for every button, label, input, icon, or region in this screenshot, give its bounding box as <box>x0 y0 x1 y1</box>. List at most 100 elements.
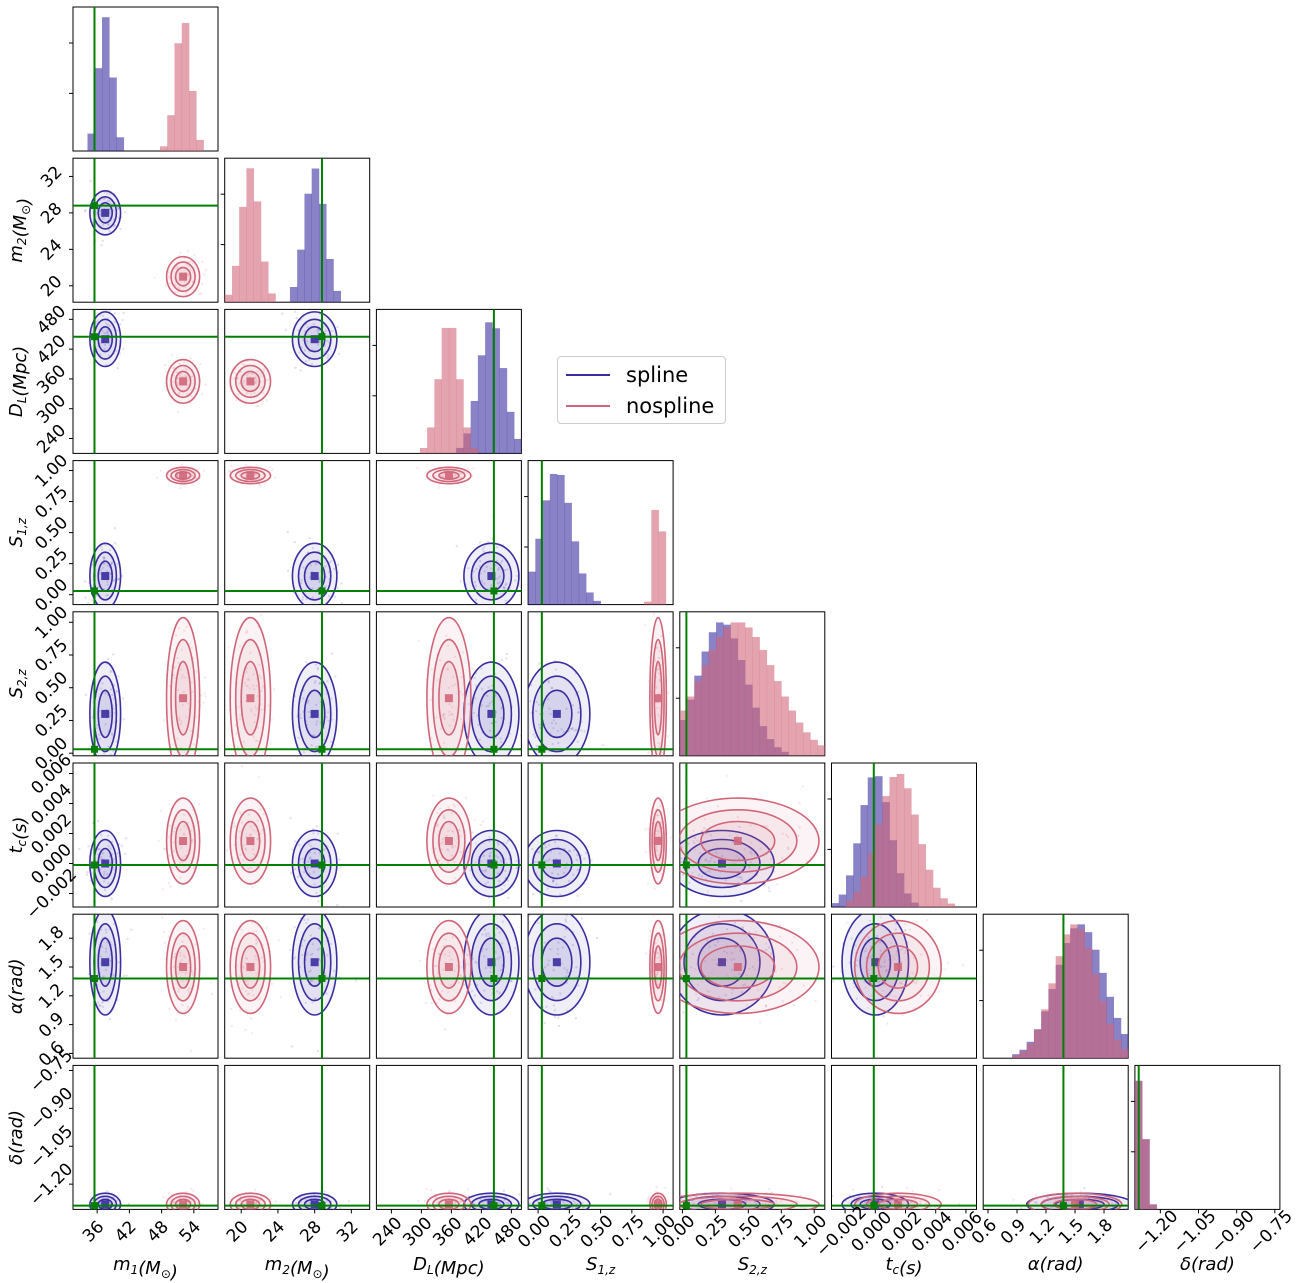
hist-bar-nospline <box>1142 1139 1150 1210</box>
scatter-point-spline <box>322 885 326 888</box>
scatter-point-nospline <box>277 939 281 942</box>
scatter-point-spline <box>576 740 579 743</box>
scatter-point-nospline <box>246 678 250 681</box>
scatter-point-nospline <box>267 756 269 758</box>
scatter-point-spline <box>98 737 101 741</box>
scatter-point-spline <box>490 1210 492 1212</box>
scatter-point-nospline <box>238 717 242 721</box>
hist-bar-nospline <box>231 265 240 303</box>
density-peak-nospline <box>179 272 188 281</box>
scatter-point-spline <box>117 206 120 210</box>
scatter-point-nospline <box>240 765 244 768</box>
y-tick-label: 480 <box>33 301 70 338</box>
scatter-point-nospline <box>258 1213 260 1215</box>
scatter-point-spline <box>101 329 104 332</box>
scatter-point-spline <box>97 819 100 823</box>
scatter-point-nospline <box>755 1211 757 1213</box>
scatter-point-nospline <box>901 1013 904 1017</box>
scatter-point-nospline <box>251 372 254 376</box>
hist-bar-nospline <box>1048 983 1056 1059</box>
scatter-point-nospline <box>176 411 180 414</box>
scatter-point-spline <box>130 928 133 931</box>
scatter-point-spline <box>573 848 576 852</box>
scatter-point-nospline <box>191 690 194 693</box>
scatter-point-nospline <box>202 273 206 276</box>
scatter-point-nospline <box>944 968 947 971</box>
scatter-point-spline <box>528 877 529 879</box>
panel-frame <box>375 762 522 908</box>
scatter-point-nospline <box>183 825 186 828</box>
truth-marker <box>490 745 498 753</box>
scatter-point-nospline <box>1083 1211 1085 1213</box>
x-tick-label: 28 <box>296 1217 325 1246</box>
scatter-point-spline <box>475 684 478 687</box>
scatter-point-nospline <box>425 1187 429 1191</box>
scatter-point-nospline <box>725 774 729 777</box>
scatter-point-spline <box>329 740 333 744</box>
scatter-point-spline <box>595 936 599 940</box>
scatter-point-nospline <box>182 813 186 816</box>
scatter-point-nospline <box>446 1210 448 1212</box>
scatter-point-spline <box>318 309 321 311</box>
scatter-point-spline <box>557 741 560 745</box>
scatter-point-spline <box>94 212 98 215</box>
scatter-point-nospline <box>675 874 677 876</box>
scatter-point-nospline <box>238 645 242 648</box>
legend-item-spline: spline <box>566 361 688 389</box>
scatter-point-spline <box>502 586 505 589</box>
scatter-point-spline <box>117 675 120 678</box>
scatter-point-spline <box>336 832 340 835</box>
scatter-point-nospline <box>256 369 259 373</box>
panel-2-6 <box>375 913 522 1059</box>
scatter-point-spline <box>550 686 554 690</box>
scatter-point-spline <box>314 703 318 707</box>
x-tick-label: 1.8 <box>1084 1215 1117 1248</box>
scatter-point-spline <box>110 897 113 901</box>
hist-bar-nospline <box>658 531 667 605</box>
scatter-point-spline <box>305 339 309 343</box>
scatter-point-nospline <box>446 1210 448 1212</box>
scatter-point-nospline <box>176 737 179 740</box>
scatter-point-nospline <box>155 476 159 480</box>
scatter-point-nospline <box>1084 1215 1086 1217</box>
scatter-point-spline <box>483 570 486 573</box>
scatter-point-spline <box>309 856 312 859</box>
scatter-point-spline <box>317 580 321 584</box>
scatter-point-spline <box>122 347 125 351</box>
scatter-point-nospline <box>657 741 660 745</box>
scatter-point-nospline <box>452 718 455 722</box>
panel-frame <box>375 611 522 757</box>
scatter-point-spline <box>865 909 867 911</box>
scatter-point-nospline <box>447 849 450 852</box>
scatter-point-spline <box>315 723 318 726</box>
scatter-point-spline <box>497 566 501 570</box>
scatter-point-nospline <box>866 1006 870 1009</box>
scatter-point-spline <box>313 851 317 855</box>
scatter-point-spline <box>91 330 95 333</box>
scatter-point-spline <box>103 870 106 874</box>
scatter-point-nospline <box>247 678 251 681</box>
scatter-point-spline <box>109 671 112 674</box>
scatter-point-spline <box>295 316 298 320</box>
scatter-point-spline <box>106 872 109 876</box>
scatter-point-spline <box>101 314 105 317</box>
hist-bar-spline <box>326 258 334 303</box>
scatter-point-nospline <box>168 1007 171 1010</box>
scatter-point-spline <box>99 353 102 356</box>
scatter-point-nospline <box>454 683 457 686</box>
scatter-point-nospline <box>225 848 229 852</box>
scatter-point-spline <box>499 737 502 740</box>
scatter-point-nospline <box>464 856 467 859</box>
scatter-point-spline <box>108 1018 112 1021</box>
scatter-point-nospline <box>179 828 182 832</box>
scatter-point-nospline <box>204 695 207 698</box>
scatter-point-nospline <box>176 474 179 478</box>
scatter-point-nospline <box>184 676 187 679</box>
scatter-point-spline <box>339 866 343 869</box>
scatter-point-nospline <box>240 821 244 824</box>
truth-marker <box>90 1202 98 1210</box>
scatter-point-nospline <box>185 393 189 396</box>
panel-frame <box>527 1064 674 1210</box>
x-tick-label: 54 <box>176 1217 205 1246</box>
